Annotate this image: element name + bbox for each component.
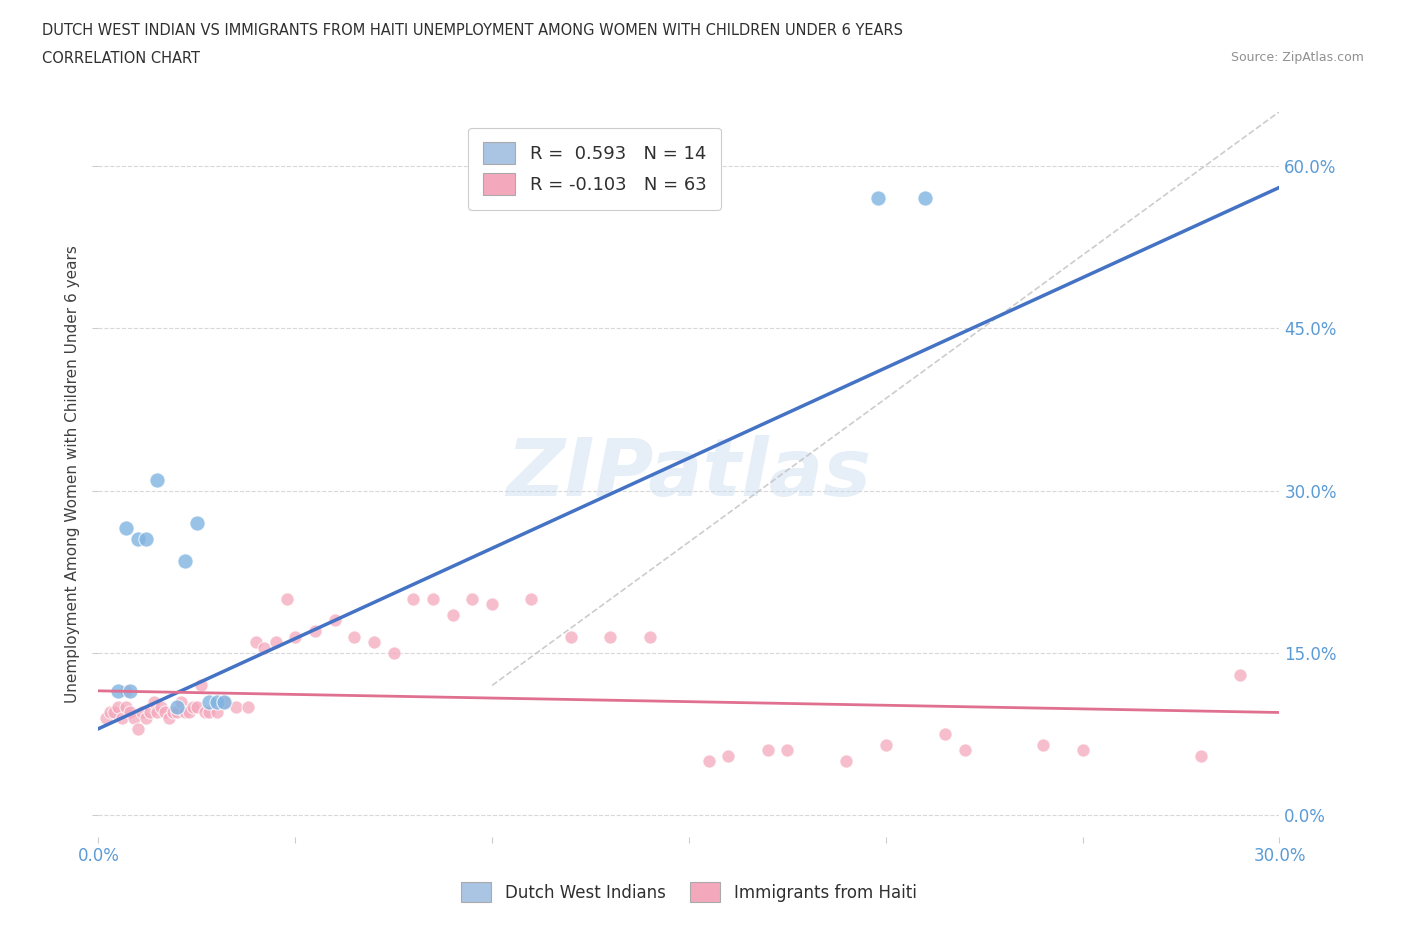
Point	[245, 634, 267, 649]
Point	[166, 705, 188, 720]
Point	[174, 553, 197, 568]
Point	[135, 711, 157, 725]
Point	[118, 684, 141, 698]
Point	[875, 737, 897, 752]
Point	[1071, 743, 1094, 758]
Point	[107, 699, 129, 714]
Point	[115, 521, 138, 536]
Point	[146, 472, 169, 487]
Point	[236, 699, 259, 714]
Point	[146, 705, 169, 720]
Point	[115, 699, 138, 714]
Point	[96, 711, 118, 725]
Point	[162, 705, 184, 720]
Text: CORRELATION CHART: CORRELATION CHART	[42, 51, 200, 66]
Point	[115, 684, 138, 698]
Point	[363, 634, 385, 649]
Point	[127, 532, 149, 547]
Point	[441, 607, 464, 622]
Point	[717, 749, 740, 764]
Point	[150, 699, 173, 714]
Text: DUTCH WEST INDIAN VS IMMIGRANTS FROM HAITI UNEMPLOYMENT AMONG WOMEN WITH CHILDRE: DUTCH WEST INDIAN VS IMMIGRANTS FROM HAI…	[42, 23, 903, 38]
Point	[599, 630, 621, 644]
Point	[276, 591, 298, 606]
Point	[205, 705, 228, 720]
Point	[638, 630, 661, 644]
Point	[835, 754, 858, 769]
Point	[1189, 749, 1212, 764]
Point	[402, 591, 425, 606]
Point	[98, 705, 121, 720]
Point	[323, 613, 346, 628]
Point	[138, 705, 160, 720]
Point	[866, 191, 889, 206]
Point	[934, 726, 956, 741]
Y-axis label: Unemployment Among Women with Children Under 6 years: Unemployment Among Women with Children U…	[65, 246, 80, 703]
Point	[422, 591, 444, 606]
Point	[170, 694, 193, 709]
Point	[1032, 737, 1054, 752]
Point	[190, 678, 212, 693]
Point	[122, 711, 145, 725]
Point	[382, 645, 405, 660]
Point	[118, 705, 141, 720]
Point	[131, 705, 153, 720]
Point	[181, 699, 204, 714]
Point	[142, 694, 165, 709]
Point	[284, 630, 307, 644]
Point	[107, 684, 129, 698]
Point	[520, 591, 543, 606]
Point	[155, 705, 177, 720]
Point	[111, 711, 134, 725]
Point	[481, 597, 503, 612]
Point	[304, 624, 326, 639]
Point	[697, 754, 720, 769]
Point	[1229, 667, 1251, 682]
Legend: Dutch West Indians, Immigrants from Haiti: Dutch West Indians, Immigrants from Hait…	[449, 869, 929, 916]
Point	[135, 532, 157, 547]
Point	[174, 705, 197, 720]
Point	[194, 705, 217, 720]
Point	[461, 591, 484, 606]
Point	[157, 711, 180, 725]
Point	[103, 705, 125, 720]
Point	[214, 694, 236, 709]
Point	[197, 705, 219, 720]
Point	[186, 699, 208, 714]
Point	[253, 640, 276, 655]
Point	[953, 743, 976, 758]
Point	[264, 634, 287, 649]
Point	[205, 694, 228, 709]
Point	[756, 743, 779, 758]
Point	[560, 630, 582, 644]
Point	[177, 705, 200, 720]
Point	[127, 722, 149, 737]
Point	[214, 694, 236, 709]
Point	[776, 743, 799, 758]
Text: ZIPatlas: ZIPatlas	[506, 435, 872, 513]
Point	[186, 515, 208, 530]
Text: Source: ZipAtlas.com: Source: ZipAtlas.com	[1230, 51, 1364, 64]
Point	[166, 699, 188, 714]
Point	[343, 630, 366, 644]
Point	[197, 694, 219, 709]
Point	[914, 191, 936, 206]
Point	[225, 699, 247, 714]
